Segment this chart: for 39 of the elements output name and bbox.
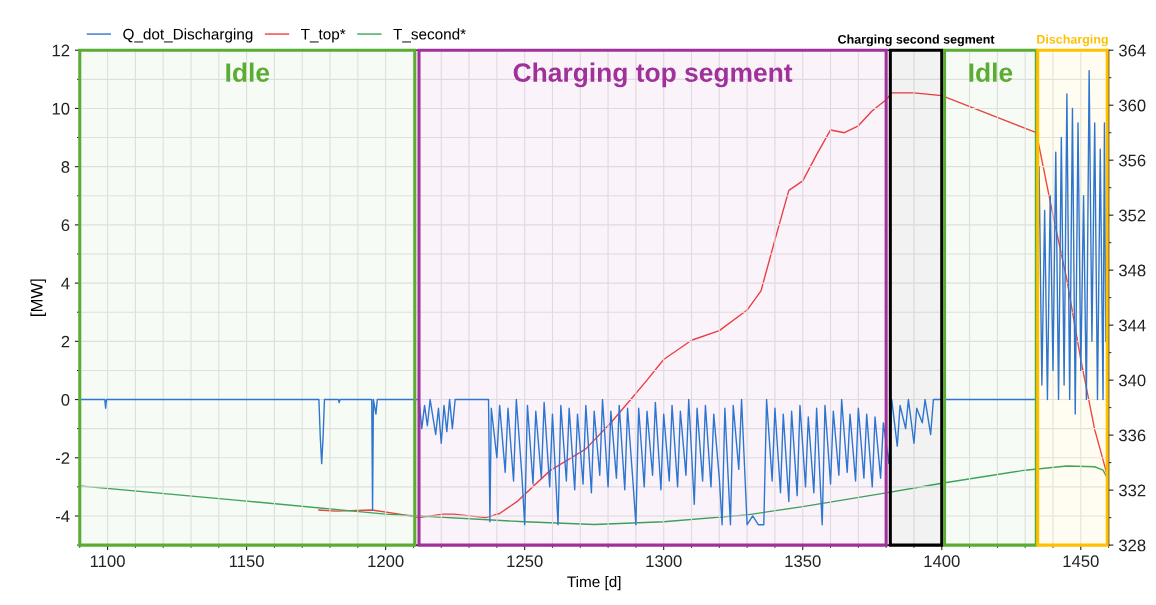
x-tick-label: 1300	[646, 555, 682, 568]
legend-label: T_top*	[301, 28, 346, 43]
y-tick-label: -2	[55, 452, 70, 464]
y2-tick-label: 352	[1118, 209, 1146, 222]
band-label: Idle	[226, 62, 270, 82]
x-axis-title: Time [d]	[567, 575, 621, 591]
band-label: Idle	[969, 62, 1013, 82]
legend-label: T_second*	[393, 28, 466, 43]
band-label: Charging top segment	[513, 62, 793, 88]
legend-label: Q_dot_Discharging	[123, 28, 253, 43]
y-axis-title: [MW]	[30, 279, 46, 316]
y2-tick-label: 340	[1118, 374, 1146, 387]
y2-tick-label: 356	[1118, 154, 1146, 167]
y2-tick-label: 328	[1118, 539, 1146, 552]
y-tick-label: -4	[55, 510, 70, 523]
y2-tick-label: 332	[1118, 484, 1146, 497]
x-tick-label: 1450	[1063, 555, 1099, 568]
x-tick-label: 1250	[507, 555, 543, 568]
line-series	[318, 92, 1109, 519]
band-label: Charging second segment	[838, 34, 995, 47]
y2-tick-label: 348	[1118, 264, 1146, 277]
x-tick-label: 1100	[90, 555, 125, 568]
y-tick-label: 4	[61, 277, 70, 290]
x-tick-label: 1200	[368, 555, 404, 568]
x-tick-label: 1350	[785, 555, 821, 568]
y2-tick-label: 360	[1118, 99, 1146, 112]
line-series	[79, 465, 1109, 526]
y-tick-label: 2	[61, 335, 70, 348]
y2-tick-label: 344	[1118, 319, 1146, 332]
x-tick-label: 1150	[229, 555, 264, 568]
y-tick-label: 10	[52, 102, 70, 115]
x-tick-label: 1400	[924, 555, 960, 568]
y-tick-label: 6	[61, 219, 70, 232]
y-tick-label: 8	[61, 161, 70, 173]
y2-tick-label: 364	[1118, 44, 1146, 57]
y2-tick-label: 336	[1118, 429, 1146, 442]
band-label: Discharging	[1037, 34, 1108, 47]
y-tick-label: 12	[52, 44, 70, 57]
y-tick-label: 0	[61, 393, 70, 406]
